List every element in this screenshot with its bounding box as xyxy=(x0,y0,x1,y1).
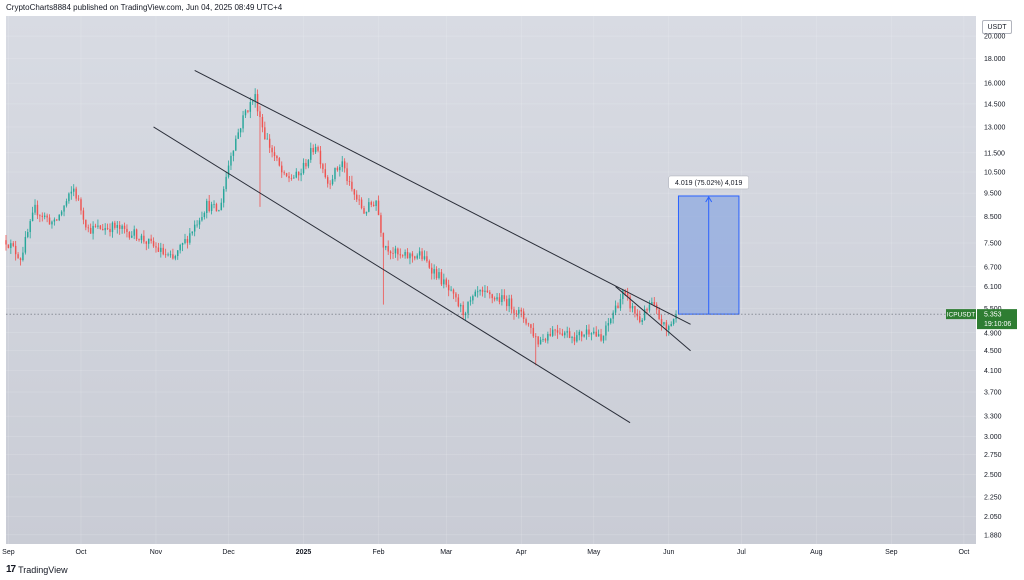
time-axis[interactable] xyxy=(6,544,976,558)
publisher-line: CryptoCharts8884 published on TradingVie… xyxy=(6,3,283,12)
footer: 17 TradingView xyxy=(6,564,68,575)
brand-name: TradingView xyxy=(18,564,68,575)
tradingview-logo-icon: 17 xyxy=(6,564,16,575)
chart-plot-area[interactable] xyxy=(6,16,976,544)
currency-button[interactable]: USDT xyxy=(982,20,1012,34)
price-axis[interactable] xyxy=(976,16,1024,544)
